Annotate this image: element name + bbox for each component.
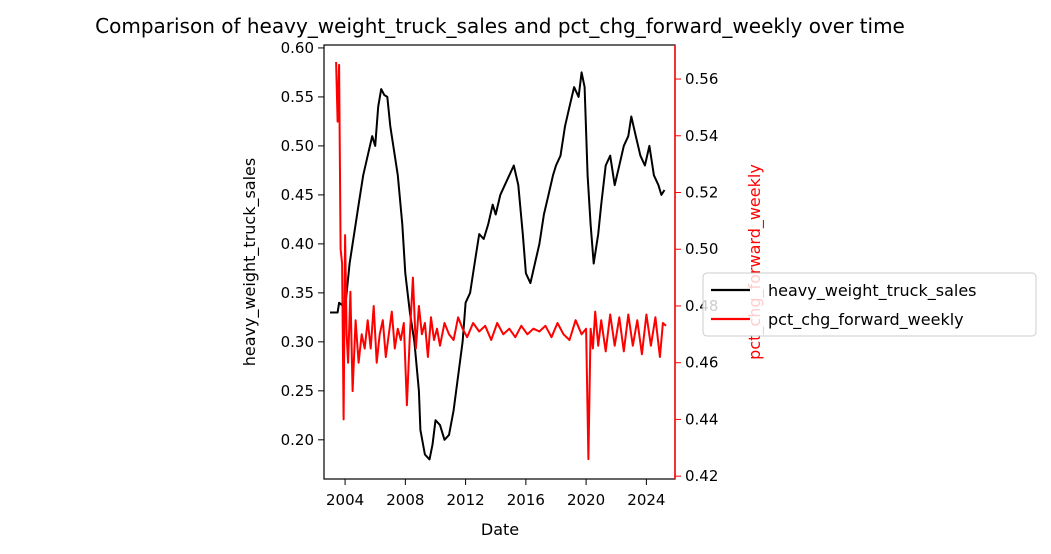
y-right-tick-label: 0.42 bbox=[685, 467, 718, 485]
legend-box bbox=[702, 272, 1037, 337]
y-right-tick-label: 0.52 bbox=[685, 184, 718, 202]
y-right-tick-label: 0.50 bbox=[685, 240, 718, 258]
legend-label-heavy-weight-truck-sales: heavy_weight_truck_sales bbox=[768, 281, 977, 301]
y-left-tick-label: 0.55 bbox=[281, 88, 314, 106]
x-tick-label: 2008 bbox=[386, 491, 424, 509]
x-axis-label: Date bbox=[481, 520, 519, 539]
y-right-tick-label: 0.54 bbox=[685, 127, 718, 145]
series-heavy-weight-truck-sales bbox=[330, 71, 666, 461]
x-tick-label: 2012 bbox=[447, 491, 485, 509]
y-left-tick-label: 0.30 bbox=[281, 333, 314, 351]
y-right-tick-label: 0.56 bbox=[685, 70, 718, 88]
chart-title: Comparison of heavy_weight_truck_sales a… bbox=[95, 14, 905, 38]
x-tick-label: 2016 bbox=[507, 491, 545, 509]
y-left-tick-label: 0.45 bbox=[281, 186, 314, 204]
legend: heavy_weight_truck_sales pct_chg_forward… bbox=[702, 272, 1037, 337]
legend-label-pct-chg-forward-weekly: pct_chg_forward_weekly bbox=[768, 310, 964, 330]
y-left-tick-label: 0.25 bbox=[281, 382, 314, 400]
y-left-tick-label: 0.20 bbox=[281, 431, 314, 449]
series-line-heavy-weight-truck-sales bbox=[330, 71, 666, 461]
y-left-tick-label: 0.60 bbox=[281, 39, 314, 57]
plot-frame bbox=[323, 44, 676, 480]
x-tick-label: 2024 bbox=[627, 491, 665, 509]
y-axis-right-ticks: 0.420.440.460.480.500.520.540.56 bbox=[675, 70, 718, 485]
y-left-tick-label: 0.40 bbox=[281, 235, 314, 253]
y-right-tick-label: 0.46 bbox=[685, 354, 718, 372]
x-tick-label: 2004 bbox=[326, 491, 364, 509]
y-left-tick-label: 0.50 bbox=[281, 137, 314, 155]
y-axis-left-ticks: 0.20 0.25 0.30 0.35 0.40 0.45 0.50 0.55 0.60 bbox=[281, 39, 324, 449]
y-axis-left-label: heavy_weight_truck_sales bbox=[240, 158, 260, 367]
x-tick-label: 2020 bbox=[567, 491, 605, 509]
y-left-tick-label: 0.35 bbox=[281, 284, 314, 302]
series-line-pct-chg-forward-weekly bbox=[335, 61, 667, 461]
series-pct-chg-forward-weekly bbox=[335, 61, 667, 461]
y-right-tick-label: 0.44 bbox=[685, 410, 718, 428]
x-axis-ticks: 2004 2008 2012 2016 2020 2024 bbox=[326, 479, 665, 509]
